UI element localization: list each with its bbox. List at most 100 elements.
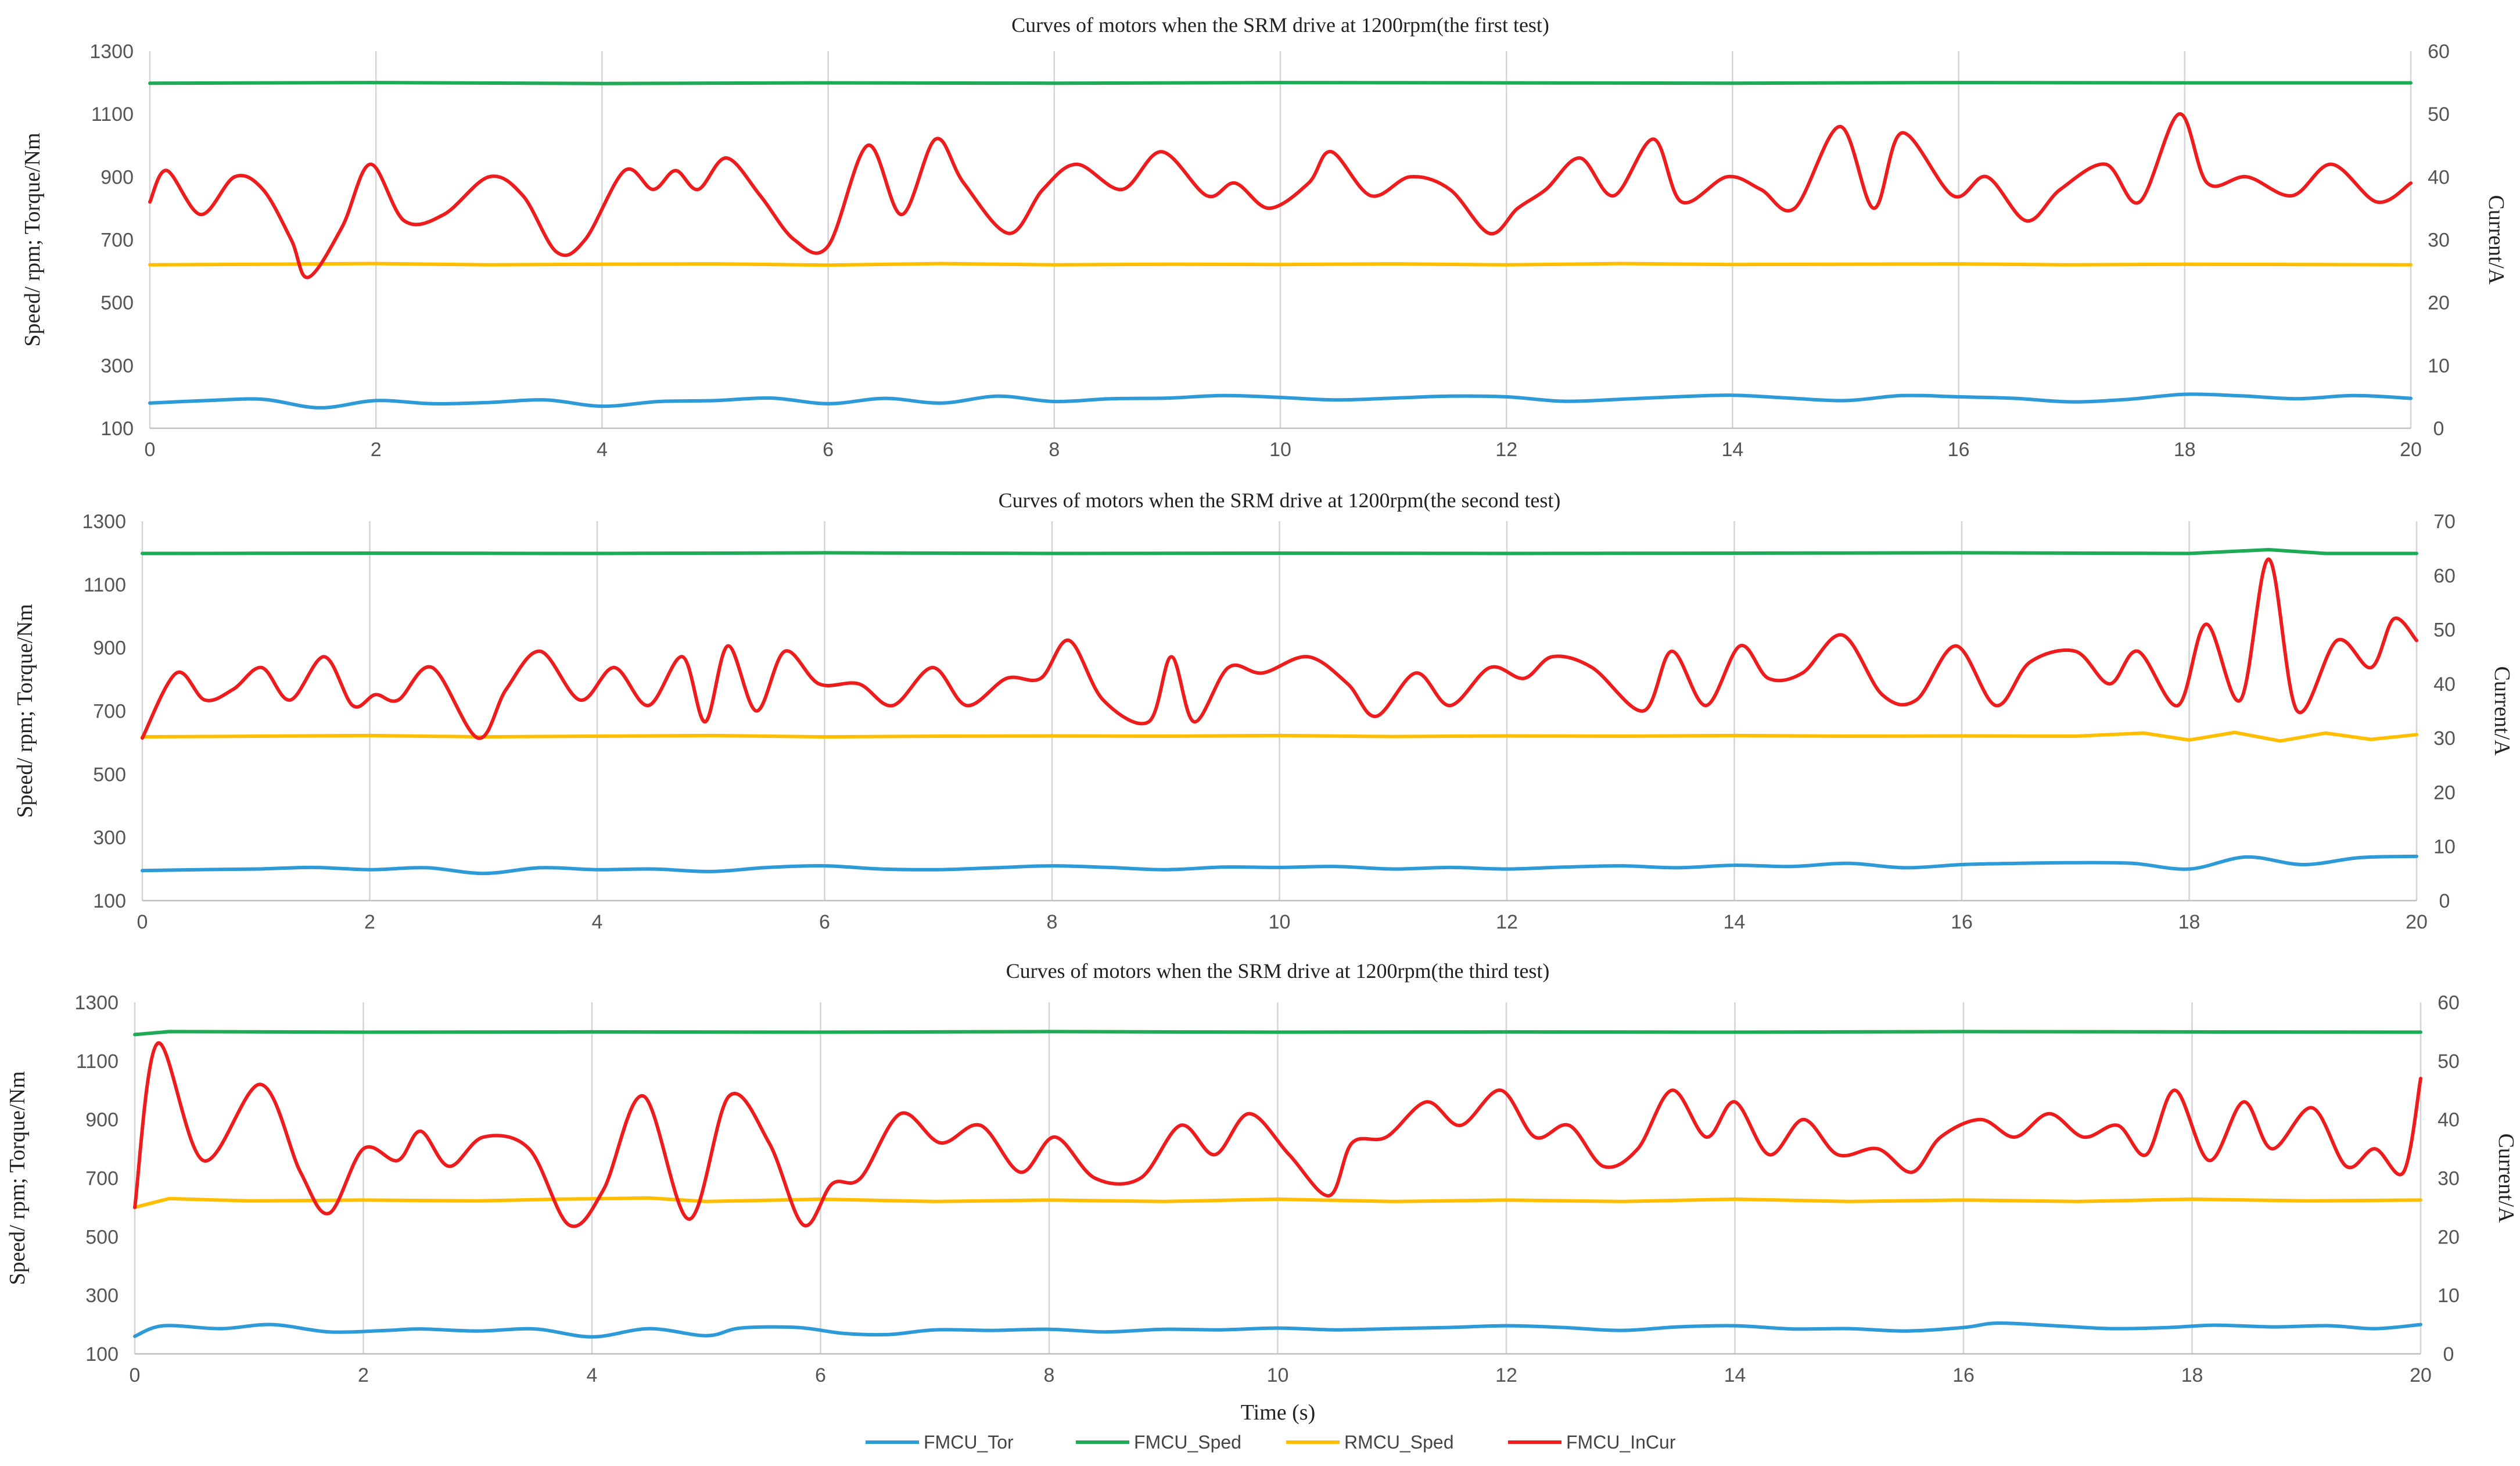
x-tick-label: 4 bbox=[592, 911, 603, 933]
x-tick-label: 6 bbox=[819, 911, 830, 933]
y2-tick-label: 40 bbox=[2438, 1109, 2460, 1131]
y-tick-label: 1100 bbox=[91, 103, 134, 126]
chart-panel-3: Curves of motors when the SRM drive at 1… bbox=[5, 959, 2518, 1386]
y2-tick-label: 0 bbox=[2443, 1343, 2454, 1365]
x-tick-label: 10 bbox=[1269, 439, 1291, 461]
y2-tick-label: 20 bbox=[2438, 1226, 2460, 1248]
x-tick-label: 14 bbox=[1724, 911, 1746, 933]
series-line-fmcu-sped bbox=[133, 1030, 2422, 1037]
series-line-rmcu-sped bbox=[141, 730, 2418, 743]
series-line-fmcu-tor bbox=[148, 392, 2413, 410]
y-tick-label: 300 bbox=[100, 355, 134, 377]
y2-tick-label: 70 bbox=[2433, 511, 2456, 533]
legend-item-fmcu-tor: FMCU_Tor bbox=[866, 1432, 1014, 1453]
y2-tick-label: 60 bbox=[2428, 41, 2450, 63]
x-tick-label: 0 bbox=[137, 911, 148, 933]
x-tick-label: 12 bbox=[1496, 911, 1518, 933]
y2-tick-label: 40 bbox=[2428, 166, 2450, 188]
legend-label: FMCU_InCur bbox=[1566, 1432, 1676, 1453]
x-tick-label: 10 bbox=[1269, 911, 1291, 933]
y2-tick-label: 60 bbox=[2433, 565, 2456, 587]
y-tick-label: 300 bbox=[93, 827, 126, 849]
x-tick-label: 20 bbox=[2410, 1364, 2432, 1386]
x-tick-label: 20 bbox=[2400, 439, 2422, 461]
series-line-rmcu-sped bbox=[133, 1196, 2422, 1209]
y-axis-label: Speed/ rpm; Torque/Nm bbox=[13, 604, 37, 818]
legend-item-rmcu-sped: RMCU_Sped bbox=[1286, 1432, 1454, 1453]
x-tick-label: 16 bbox=[1951, 911, 1973, 933]
y2-tick-label: 50 bbox=[2433, 619, 2456, 641]
series-line-fmcu-tor bbox=[141, 854, 2418, 876]
x-tick-label: 8 bbox=[1044, 1364, 1055, 1386]
x-tick-label: 16 bbox=[1948, 439, 1970, 461]
legend-item-fmcu-sped: FMCU_Sped bbox=[1076, 1432, 1241, 1453]
legend-label: FMCU_Sped bbox=[1134, 1432, 1241, 1453]
y-tick-label: 100 bbox=[85, 1343, 119, 1365]
y2-tick-label: 40 bbox=[2433, 673, 2456, 696]
y2-axis-label: Current/A bbox=[2484, 195, 2508, 285]
y2-axis-label: Current/A bbox=[2490, 666, 2514, 756]
x-tick-label: 18 bbox=[2181, 1364, 2203, 1386]
y-tick-label: 1300 bbox=[89, 41, 134, 63]
x-tick-label: 2 bbox=[358, 1364, 369, 1386]
y2-tick-label: 30 bbox=[2428, 230, 2450, 252]
y-tick-label: 900 bbox=[85, 1109, 119, 1131]
y2-tick-label: 30 bbox=[2438, 1168, 2460, 1190]
y-tick-label: 500 bbox=[93, 764, 126, 786]
y2-tick-label: 0 bbox=[2439, 890, 2450, 912]
x-tick-label: 4 bbox=[587, 1364, 598, 1386]
x-tick-label: 2 bbox=[371, 439, 382, 461]
x-tick-label: 12 bbox=[1495, 439, 1517, 461]
x-tick-label: 18 bbox=[2174, 439, 2196, 461]
chart-title: Curves of motors when the SRM drive at 1… bbox=[1006, 959, 1550, 983]
y-tick-label: 700 bbox=[85, 1168, 119, 1190]
y-tick-label: 700 bbox=[100, 230, 134, 252]
series-line-fmcu-incur bbox=[148, 112, 2413, 279]
y2-tick-label: 30 bbox=[2433, 727, 2456, 750]
x-tick-label: 6 bbox=[823, 439, 834, 461]
y-tick-label: 300 bbox=[85, 1285, 119, 1307]
y2-tick-label: 10 bbox=[2438, 1285, 2460, 1307]
y-tick-label: 700 bbox=[93, 701, 126, 723]
x-tick-label: 6 bbox=[815, 1364, 826, 1386]
charts-group: Curves of motors when the SRM drive at 1… bbox=[5, 13, 2518, 1386]
y-tick-label: 900 bbox=[100, 166, 134, 188]
legend-item-fmcu-incur: FMCU_InCur bbox=[1508, 1432, 1676, 1453]
y-axis-label: Speed/ rpm; Torque/Nm bbox=[5, 1071, 30, 1285]
y2-tick-label: 20 bbox=[2428, 292, 2450, 314]
x-tick-label: 16 bbox=[1952, 1364, 1975, 1386]
y-tick-label: 1300 bbox=[74, 992, 119, 1014]
y-tick-label: 100 bbox=[93, 890, 126, 912]
x-tick-label: 14 bbox=[1724, 1364, 1746, 1386]
y2-tick-label: 50 bbox=[2428, 103, 2450, 126]
y-tick-label: 1100 bbox=[84, 574, 126, 596]
y-axis-label: Speed/ rpm; Torque/Nm bbox=[20, 132, 45, 346]
y2-tick-label: 0 bbox=[2433, 418, 2444, 440]
y2-tick-label: 60 bbox=[2438, 992, 2460, 1014]
y-tick-label: 500 bbox=[100, 292, 134, 314]
x-tick-label: 10 bbox=[1267, 1364, 1289, 1386]
y-tick-label: 900 bbox=[93, 637, 126, 659]
series-line-fmcu-sped bbox=[148, 81, 2413, 85]
legend-label: FMCU_Tor bbox=[924, 1432, 1014, 1453]
x-tick-label: 0 bbox=[145, 439, 156, 461]
y2-tick-label: 20 bbox=[2433, 782, 2456, 804]
y2-tick-label: 50 bbox=[2438, 1051, 2460, 1073]
legend: FMCU_Tor FMCU_Sped RMCU_Sped FMCU_InCur bbox=[866, 1432, 1676, 1453]
x-tick-label: 12 bbox=[1495, 1364, 1517, 1386]
series-line-fmcu-sped bbox=[141, 548, 2418, 555]
x-tick-label: 20 bbox=[2406, 911, 2428, 933]
chart-title: Curves of motors when the SRM drive at 1… bbox=[1011, 13, 1549, 37]
x-tick-label: 14 bbox=[1721, 439, 1743, 461]
chart-panel-1: Curves of motors when the SRM drive at 1… bbox=[20, 13, 2508, 461]
chart-panel-2: Curves of motors when the SRM drive at 1… bbox=[13, 489, 2514, 933]
x-tick-label: 18 bbox=[2178, 911, 2200, 933]
legend-label: RMCU_Sped bbox=[1344, 1432, 1454, 1453]
series-line-rmcu-sped bbox=[148, 261, 2413, 267]
y-tick-label: 500 bbox=[85, 1226, 119, 1248]
series-line-fmcu-incur bbox=[141, 557, 2418, 740]
chart-title: Curves of motors when the SRM drive at 1… bbox=[999, 489, 1561, 512]
y2-tick-label: 10 bbox=[2428, 355, 2450, 377]
series-line-fmcu-incur bbox=[133, 1041, 2422, 1228]
